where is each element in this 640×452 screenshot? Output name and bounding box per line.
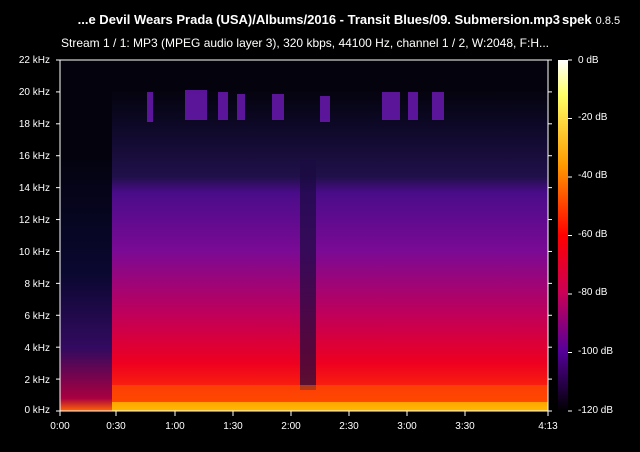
app-version: 0.8.5 bbox=[595, 15, 621, 27]
app-name: spek 0.8.5 bbox=[562, 12, 620, 27]
freq-tick-label: 12 kHz bbox=[18, 215, 50, 226]
spectrum-intro bbox=[60, 160, 112, 411]
time-tick-label: 2:30 bbox=[339, 421, 359, 432]
freq-tick-label: 18 kHz bbox=[18, 119, 50, 130]
db-tick-label: 0 dB bbox=[578, 55, 599, 66]
freq-tick-label: 2 kHz bbox=[24, 375, 50, 386]
spectrum-body bbox=[112, 90, 548, 411]
time-tick-label: 3:00 bbox=[397, 421, 417, 432]
time-tick-label: 3:30 bbox=[455, 421, 475, 432]
freq-tick-label: 6 kHz bbox=[24, 311, 50, 322]
freq-tick-label: 14 kHz bbox=[18, 183, 50, 194]
freq-tick-label: 10 kHz bbox=[18, 247, 50, 258]
db-tick-label: -60 dB bbox=[578, 229, 608, 240]
db-color-scale bbox=[558, 60, 568, 411]
stream-info: Stream 1 / 1: MP3 (MPEG audio layer 3), … bbox=[61, 36, 550, 50]
time-tick-label: 2:00 bbox=[281, 421, 301, 432]
file-title: ...e Devil Wears Prada (USA)/Albums/2016… bbox=[77, 12, 560, 27]
freq-tick-label: 16 kHz bbox=[18, 151, 50, 162]
time-tick-label: 0:30 bbox=[106, 421, 126, 432]
db-tick-label: -120 dB bbox=[578, 405, 614, 416]
freq-tick-label: 4 kHz bbox=[24, 343, 50, 354]
high-frequency-bursts bbox=[147, 90, 444, 122]
freq-tick-label: 8 kHz bbox=[24, 279, 50, 290]
freq-tick-label: 20 kHz bbox=[18, 87, 50, 98]
time-tick-label: 0:00 bbox=[50, 421, 70, 432]
time-tick-label: 1:30 bbox=[223, 421, 243, 432]
spectrum-dip bbox=[300, 160, 316, 390]
db-tick-label: -100 dB bbox=[578, 346, 614, 357]
db-tick-label: -40 dB bbox=[578, 170, 608, 181]
db-tick-label: -20 dB bbox=[578, 112, 608, 123]
time-tick-label: 1:00 bbox=[165, 421, 185, 432]
freq-tick-label: 22 kHz bbox=[18, 55, 50, 66]
freq-tick-label: 0 kHz bbox=[24, 405, 50, 416]
time-tick-label: 4:13 bbox=[538, 421, 558, 432]
db-tick-label: -80 dB bbox=[578, 287, 608, 298]
low-frequency-hot bbox=[112, 402, 548, 411]
app-name-text: spek bbox=[562, 12, 592, 27]
